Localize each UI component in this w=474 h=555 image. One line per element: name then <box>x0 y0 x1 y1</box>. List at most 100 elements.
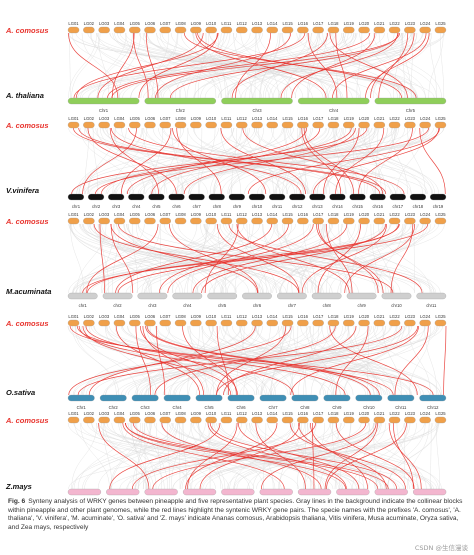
collinear-line <box>125 223 436 294</box>
collinear-line <box>353 325 379 396</box>
species-chromosome-label: chr2 <box>113 303 122 308</box>
collinear-line <box>135 422 189 490</box>
wrky-synteny-line <box>312 422 315 490</box>
collinear-line <box>424 325 438 396</box>
wrky-synteny-line <box>77 325 403 396</box>
reference-chromosome <box>236 121 248 129</box>
collinear-line <box>137 127 362 195</box>
species-chromosome <box>277 292 307 300</box>
wrky-synteny-line <box>392 422 414 490</box>
collinear-line <box>413 223 415 294</box>
reference-chromosome <box>113 217 126 225</box>
species-chromosome-label: chr8 <box>213 204 222 209</box>
species-chromosome <box>137 292 168 300</box>
reference-chromosome-label: LG07 <box>160 212 171 217</box>
wrky-synteny-line <box>107 32 371 99</box>
species-chromosome-label: Chr4 <box>173 405 183 410</box>
reference-chromosome <box>373 217 386 225</box>
species-chromosome <box>387 394 415 402</box>
reference-chromosome-label: LG21 <box>374 212 385 217</box>
reference-chromosome-label: LG20 <box>359 116 370 121</box>
collinear-line <box>155 325 260 396</box>
reference-chromosome <box>358 416 370 424</box>
collinear-line <box>368 422 427 490</box>
wrky-synteny-line <box>87 127 177 195</box>
species-chromosome-label: Chr4 <box>329 108 339 113</box>
wrky-synteny-line <box>169 223 259 294</box>
species-chromosome <box>168 193 185 201</box>
wrky-synteny-line <box>115 223 273 294</box>
collinear-line <box>120 422 165 490</box>
species-chromosome <box>221 97 293 105</box>
wrky-synteny-line <box>192 223 348 294</box>
reference-chromosome-label: LG15 <box>282 212 293 217</box>
reference-species-label: A. comosus <box>5 121 49 130</box>
species-chromosome-label: Chr6 <box>236 405 246 410</box>
collinear-line <box>177 127 434 195</box>
reference-chromosome <box>434 217 447 225</box>
wrky-synteny-line <box>242 127 384 195</box>
reference-chromosome <box>251 26 263 34</box>
wrky-synteny-line <box>110 127 302 195</box>
species-chromosome <box>259 488 293 496</box>
reference-chromosome-label: LG25 <box>435 116 446 121</box>
collinear-line <box>87 127 127 195</box>
collinear-line <box>281 32 326 99</box>
reference-chromosome-label: LG24 <box>420 21 431 26</box>
collinear-line <box>187 127 296 195</box>
reference-chromosome-label: LG24 <box>420 314 431 319</box>
species-chromosome-label: Chr5 <box>205 405 215 410</box>
wrky-synteny-line <box>335 422 415 490</box>
collinear-line <box>80 223 296 294</box>
collinear-line <box>356 32 363 99</box>
collinear-line <box>171 422 183 490</box>
compared-species-label: A. thaliana <box>5 91 44 100</box>
wrky-synteny-line <box>195 32 327 99</box>
reference-chromosome-label: LG23 <box>405 314 416 319</box>
reference-species-label: A. comosus <box>5 416 49 425</box>
species-chromosome-label: Chr10 <box>363 405 375 410</box>
wrky-synteny-line <box>312 127 440 195</box>
reference-chromosome-label: LG07 <box>160 21 171 26</box>
collinear-line <box>138 32 251 99</box>
reference-chromosome-label: LG05 <box>130 411 141 416</box>
species-chromosome-label: chr4 <box>132 204 141 209</box>
reference-chromosome-label: LG15 <box>282 314 293 319</box>
reference-chromosome <box>236 217 248 225</box>
reference-chromosome-label: LG20 <box>359 411 370 416</box>
reference-chromosome-label: LG09 <box>191 116 202 121</box>
collinear-line <box>370 223 379 294</box>
species-chromosome-label: chr4 <box>183 303 192 308</box>
collinear-line <box>294 32 357 99</box>
reference-chromosome <box>327 416 340 424</box>
reference-chromosome-label: LG12 <box>237 212 248 217</box>
wrky-synteny-line <box>255 422 306 490</box>
collinear-line <box>270 325 292 396</box>
compared-species-label: O.sativa <box>6 388 35 397</box>
reference-chromosome-label: LG06 <box>145 314 156 319</box>
species-chromosome-label: chr8 <box>323 303 332 308</box>
wrky-synteny-line <box>124 422 379 490</box>
wrky-synteny-line <box>310 422 368 490</box>
collinear-line <box>119 422 346 490</box>
reference-chromosome <box>98 217 110 225</box>
collinear-line <box>82 223 237 294</box>
wrky-synteny-line <box>100 127 352 195</box>
reference-chromosome <box>434 26 447 34</box>
reference-chromosome <box>144 217 156 225</box>
wrky-synteny-line <box>132 422 389 490</box>
species-chromosome <box>297 488 332 496</box>
reference-chromosome-label: LG11 <box>221 411 232 416</box>
collinear-line <box>132 223 138 294</box>
species-chromosome <box>144 488 178 496</box>
wrky-synteny-line <box>290 325 419 396</box>
collinear-line <box>288 325 331 396</box>
collinear-line <box>137 422 206 490</box>
wrky-synteny-line <box>326 422 407 490</box>
species-chromosome <box>195 394 223 402</box>
reference-chromosome-label: LG19 <box>344 314 355 319</box>
reference-chromosome-label: LG23 <box>405 116 416 121</box>
collinear-line <box>186 32 225 99</box>
collinear-line <box>92 325 320 396</box>
reference-chromosome <box>266 217 278 225</box>
